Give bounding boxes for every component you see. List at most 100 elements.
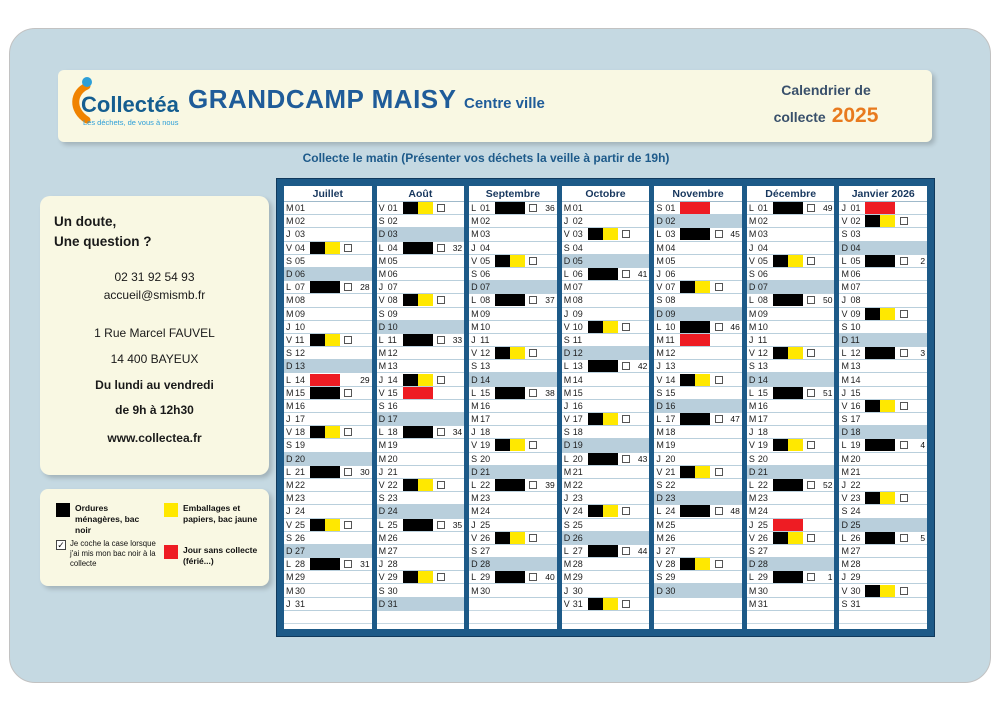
collecte-checkbox[interactable] <box>344 388 353 397</box>
day-letter: D <box>748 466 756 477</box>
collecte-checkbox[interactable] <box>807 388 816 397</box>
collecte-checkbox[interactable] <box>899 401 908 410</box>
day-row: M 09 <box>284 308 372 321</box>
day-row: S 25 <box>561 519 650 532</box>
day-row: L 24 48 <box>654 505 742 519</box>
day-number: 24 <box>572 506 583 517</box>
collecte-checkbox[interactable] <box>436 481 445 490</box>
collecte-checkbox[interactable] <box>436 520 445 529</box>
collecte-checkbox[interactable] <box>622 362 631 371</box>
collecte-checkbox[interactable] <box>899 217 908 226</box>
collecte-checkbox[interactable] <box>344 335 353 344</box>
collecte-checkbox[interactable] <box>529 388 538 397</box>
black-bin-marker <box>772 386 803 399</box>
collecte-checkbox[interactable] <box>436 296 445 305</box>
collecte-checkbox[interactable] <box>344 560 353 569</box>
collecte-checkbox[interactable] <box>714 283 723 292</box>
collecte-checkbox[interactable] <box>899 441 908 450</box>
collecte-checkbox[interactable] <box>807 481 816 490</box>
collecte-checkbox[interactable] <box>714 467 723 476</box>
collecte-checkbox[interactable] <box>344 428 353 437</box>
collecte-checkbox[interactable] <box>529 533 538 542</box>
collecte-checkbox[interactable] <box>436 335 445 344</box>
collecte-checkbox[interactable] <box>622 507 631 516</box>
collecte-checkbox[interactable] <box>807 349 816 358</box>
day-row: L 22 52 <box>746 479 835 493</box>
day-markers <box>865 281 895 293</box>
day-row: M 20 <box>376 453 465 466</box>
day-row: M 22 <box>561 479 650 493</box>
collecte-checkbox[interactable] <box>807 256 816 265</box>
collecte-checkbox[interactable] <box>622 322 631 331</box>
collecte-checkbox[interactable] <box>529 481 538 490</box>
day-number: 11 <box>757 334 768 345</box>
day-number: 11 <box>387 334 397 345</box>
collecte-checkbox[interactable] <box>899 494 908 503</box>
collecte-checkbox[interactable] <box>529 573 538 582</box>
collecte-checkbox[interactable] <box>714 322 723 331</box>
day-number: 11 <box>295 334 305 345</box>
collecte-checkbox[interactable] <box>807 573 816 582</box>
empty-row <box>376 611 465 624</box>
collecte-checkbox[interactable] <box>899 533 908 542</box>
collecte-checkbox[interactable] <box>344 467 353 476</box>
collecte-checkbox[interactable] <box>529 349 538 358</box>
week-number: 33 <box>452 334 463 345</box>
day-letter: J <box>656 453 661 464</box>
collecte-checkbox[interactable] <box>714 560 723 569</box>
collecte-checkbox[interactable] <box>714 507 723 516</box>
day-number: 24 <box>295 506 306 517</box>
day-markers <box>588 255 618 267</box>
day-letter: M <box>286 203 294 214</box>
day-number: 06 <box>572 269 583 280</box>
day-number: 15 <box>387 387 398 398</box>
day-number: 19 <box>572 440 583 451</box>
collecte-checkbox[interactable] <box>436 204 445 213</box>
collecte-checkbox[interactable] <box>622 270 631 279</box>
week-number: 38 <box>545 387 555 398</box>
collecte-checkbox[interactable] <box>807 296 816 305</box>
day-letter: L <box>563 269 569 280</box>
collecte-checkbox[interactable] <box>714 230 723 239</box>
collecte-checkbox[interactable] <box>899 349 908 358</box>
collecte-checkbox[interactable] <box>436 243 445 252</box>
collecte-checkbox[interactable] <box>436 375 445 384</box>
day-letter: M <box>378 440 387 451</box>
collecte-checkbox[interactable] <box>899 256 908 265</box>
collecte-checkbox[interactable] <box>344 243 353 252</box>
checkbox-zone <box>618 454 635 463</box>
day-row: M 29 <box>561 571 650 585</box>
collecte-checkbox[interactable] <box>529 204 538 213</box>
day-row: D 20 <box>284 452 372 466</box>
collecte-checkbox[interactable] <box>529 441 538 450</box>
logo-text: Collectéa <box>81 92 179 117</box>
collecte-checkbox[interactable] <box>622 230 631 239</box>
day-markers <box>588 334 618 346</box>
collecte-checkbox[interactable] <box>899 309 908 318</box>
day-row: L 07 28 <box>284 281 372 295</box>
collecte-checkbox[interactable] <box>807 441 816 450</box>
yellow-bin-marker <box>880 584 896 597</box>
collecte-checkbox[interactable] <box>899 586 908 595</box>
collecte-checkbox[interactable] <box>622 415 631 424</box>
collecte-checkbox[interactable] <box>807 533 816 542</box>
collecte-checkbox[interactable] <box>529 256 538 265</box>
collecte-checkbox[interactable] <box>436 573 445 582</box>
yellow-bin-marker <box>325 518 340 531</box>
collecte-checkbox[interactable] <box>714 415 723 424</box>
collecte-checkbox[interactable] <box>622 546 631 555</box>
day-row: S 27 <box>469 545 557 559</box>
collecte-checkbox[interactable] <box>622 599 631 608</box>
day-row: S 04 <box>561 242 650 255</box>
day-markers <box>680 479 710 491</box>
day-letter: J <box>471 334 476 345</box>
collecte-checkbox[interactable] <box>529 296 538 305</box>
collecte-checkbox[interactable] <box>807 204 816 213</box>
collecte-checkbox[interactable] <box>714 375 723 384</box>
collecte-checkbox[interactable] <box>436 428 445 437</box>
day-markers <box>680 360 710 372</box>
collecte-checkbox[interactable] <box>344 283 353 292</box>
collecte-checkbox[interactable] <box>344 520 353 529</box>
collecte-checkbox[interactable] <box>622 454 631 463</box>
day-markers <box>588 492 618 504</box>
